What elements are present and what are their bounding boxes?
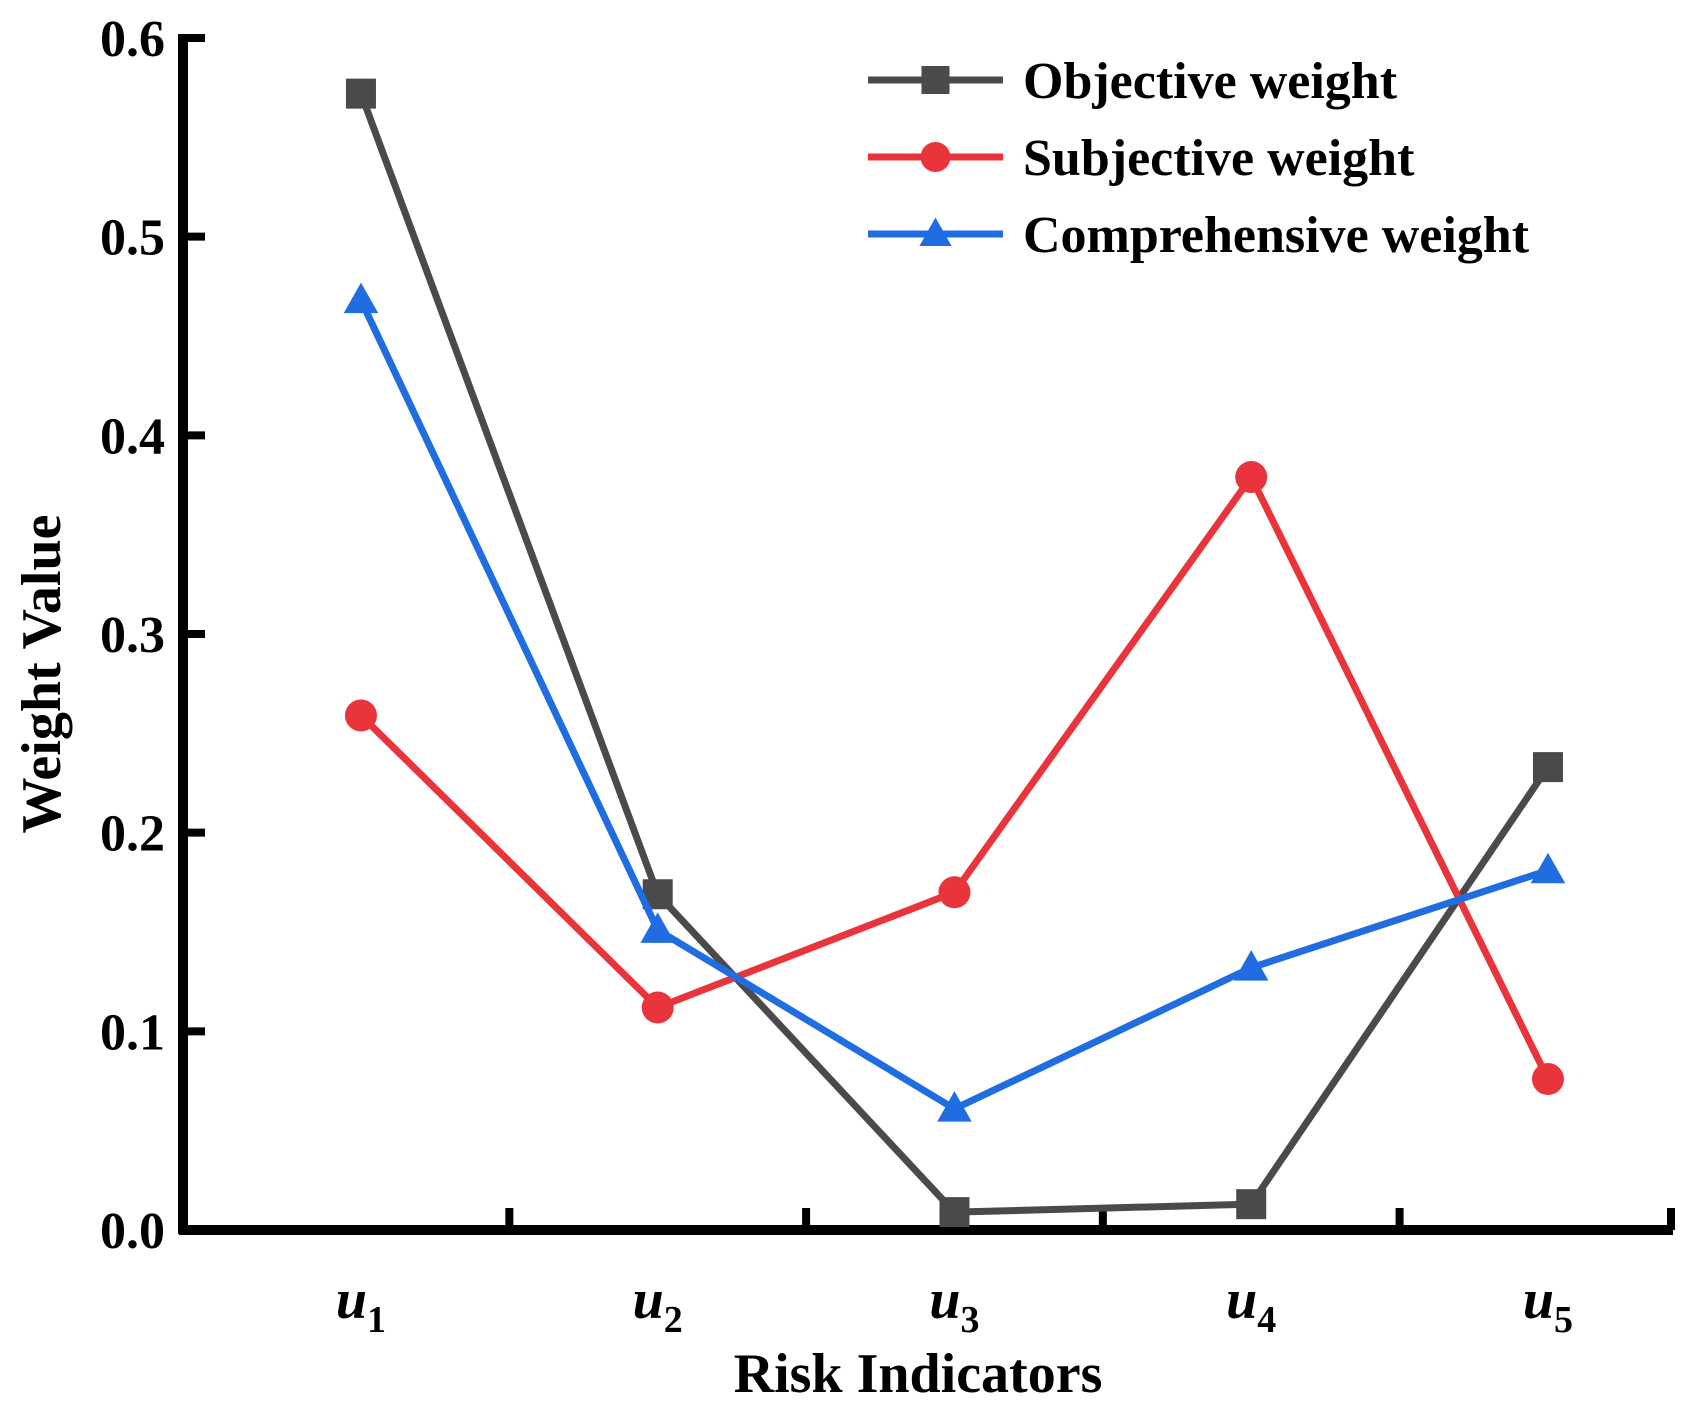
data-point-circle (344, 699, 377, 732)
x-axis-title: Risk Indicators (734, 1343, 1103, 1405)
legend-label: Comprehensive weight (1023, 207, 1530, 264)
x-tick-label: u1 (336, 1269, 386, 1341)
y-tick-label: 0.4 (100, 408, 165, 465)
series-objective-weight (345, 78, 1563, 1228)
legend: Objective weight Subjective weight Compreh… (868, 53, 1530, 264)
y-tick-label: 0.3 (100, 607, 165, 664)
data-point-triangle (919, 217, 952, 246)
legend-label: Subjective weight (1023, 130, 1415, 187)
y-axis-title: Weight Value (11, 515, 73, 834)
axis-ticks: 0.0 0.1 0.2 0.3 0.4 0.5 0.6 u1 u2 u3 u4 u5 (100, 11, 1675, 1341)
y-tick-label: 0.1 (100, 1004, 165, 1061)
data-point-square (345, 78, 376, 109)
series-line (357, 298, 1550, 1113)
x-tick-label: u5 (1523, 1269, 1573, 1341)
x-tick-label: u3 (929, 1269, 979, 1341)
data-point-triangle (343, 282, 379, 314)
y-tick-label: 0.0 (100, 1203, 165, 1260)
data-point-circle (1235, 461, 1268, 494)
data-point-circle (938, 876, 971, 909)
data-point-triangle (1233, 950, 1269, 981)
x-tick-label: u4 (1226, 1269, 1276, 1341)
data-point-square (921, 66, 950, 94)
series-subjective-weight (344, 461, 1564, 1096)
data-point-square (1236, 1189, 1267, 1220)
data-point-circle (641, 991, 674, 1024)
series-group (343, 78, 1566, 1228)
data-point-square (939, 1197, 970, 1228)
data-point-triangle (640, 912, 675, 943)
y-tick-label: 0.6 (100, 11, 165, 68)
data-point-triangle (937, 1091, 972, 1122)
legend-item: Comprehensive weight (868, 207, 1530, 264)
data-point-circle (1531, 1063, 1564, 1096)
series-comprehensive-weight (343, 282, 1566, 1122)
legend-label: Objective weight (1023, 53, 1398, 110)
legend-item: Subjective weight (868, 130, 1415, 187)
legend-item: Objective weight (868, 53, 1398, 110)
data-point-square (1532, 752, 1563, 783)
y-tick-label: 0.5 (100, 210, 165, 267)
data-point-triangle (1530, 852, 1566, 884)
data-point-circle (920, 142, 951, 172)
x-tick-label: u2 (633, 1269, 683, 1341)
y-tick-label: 0.2 (100, 806, 165, 863)
